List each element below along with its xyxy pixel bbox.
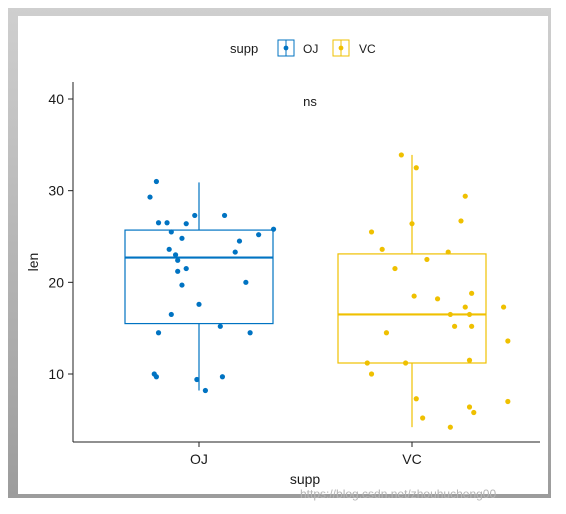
y-tick-label: 40	[48, 91, 64, 107]
data-point-oj	[155, 330, 162, 336]
data-point-oj	[217, 323, 223, 329]
data-point-vc	[500, 304, 507, 310]
y-tick-label: 10	[48, 366, 64, 382]
data-point-oj	[243, 279, 249, 285]
data-point-oj	[175, 257, 181, 263]
data-point-oj	[202, 387, 208, 394]
data-point-oj	[219, 374, 226, 380]
data-point-oj	[192, 212, 198, 219]
data-point-vc	[469, 290, 475, 296]
legend-label-oj: OJ	[303, 42, 318, 56]
data-point-oj	[175, 268, 181, 274]
legend-key-vc-dot	[338, 45, 344, 51]
data-point-oj	[236, 238, 243, 244]
data-point-vc	[466, 404, 473, 410]
x-axis-label: supp	[290, 471, 321, 487]
data-point-vc	[462, 193, 468, 199]
legend-label-vc: VC	[359, 42, 376, 56]
data-point-oj	[153, 178, 159, 185]
data-point-vc	[368, 229, 375, 235]
y-axis-label: len	[25, 253, 41, 272]
data-point-oj	[183, 221, 189, 227]
data-point-vc	[466, 311, 473, 318]
data-point-oj	[179, 282, 185, 288]
data-point-vc	[383, 330, 390, 336]
jitter-points	[147, 152, 511, 430]
y-axis-ticks: 10 20 30 40	[48, 91, 73, 382]
data-point-vc	[379, 246, 385, 252]
data-point-vc	[392, 265, 398, 272]
data-point-oj	[270, 226, 277, 232]
data-point-oj	[247, 330, 253, 336]
data-point-oj	[155, 220, 162, 226]
data-point-vc	[434, 296, 441, 302]
data-point-vc	[424, 256, 430, 263]
data-point-vc	[445, 249, 451, 255]
data-point-vc	[403, 360, 409, 366]
data-point-oj	[164, 220, 170, 226]
watermark-text: https://blog.csdn.net/zhouhucheng00	[300, 487, 497, 501]
data-point-vc	[458, 218, 464, 224]
data-point-oj	[179, 235, 185, 241]
data-point-oj	[232, 249, 238, 255]
y-tick-label: 20	[48, 274, 64, 290]
data-point-vc	[368, 371, 375, 377]
data-point-oj	[196, 301, 202, 307]
data-point-vc	[505, 398, 511, 405]
data-point-vc	[364, 360, 370, 366]
data-point-vc	[505, 338, 511, 344]
data-point-vc	[413, 396, 419, 402]
data-point-vc	[471, 409, 477, 416]
data-point-oj	[172, 252, 179, 258]
data-point-vc	[447, 424, 453, 430]
boxes	[124, 154, 487, 428]
box-oj	[124, 229, 274, 325]
data-point-vc	[420, 415, 426, 421]
data-point-oj	[166, 246, 172, 252]
data-point-oj	[183, 265, 189, 272]
data-point-vc	[466, 357, 473, 363]
data-point-vc	[447, 311, 453, 318]
data-point-vc	[469, 323, 475, 329]
y-tick-label: 30	[48, 183, 64, 199]
legend: supp OJ VC	[230, 39, 376, 57]
data-point-vc	[398, 152, 404, 158]
data-point-vc	[413, 165, 419, 171]
data-point-oj	[153, 374, 159, 380]
data-point-oj	[194, 376, 200, 383]
data-point-oj	[256, 232, 262, 238]
x-tick-label: VC	[402, 451, 421, 467]
data-point-oj	[147, 194, 153, 200]
data-point-oj	[168, 311, 174, 318]
x-tick-label: OJ	[190, 451, 208, 467]
significance-label: ns	[303, 94, 317, 109]
data-point-oj	[221, 212, 228, 219]
legend-key-vc	[332, 39, 350, 57]
data-point-vc	[452, 323, 458, 329]
data-point-vc	[462, 304, 468, 310]
box-vc	[337, 253, 487, 364]
data-point-vc	[411, 293, 417, 299]
x-axis-ticks: OJ VC	[190, 442, 422, 467]
legend-title: supp	[230, 41, 258, 56]
data-point-oj	[168, 229, 174, 235]
data-point-vc	[409, 221, 415, 227]
legend-key-oj-dot	[283, 45, 289, 51]
legend-key-oj	[277, 39, 295, 57]
plot-panel	[18, 16, 548, 494]
